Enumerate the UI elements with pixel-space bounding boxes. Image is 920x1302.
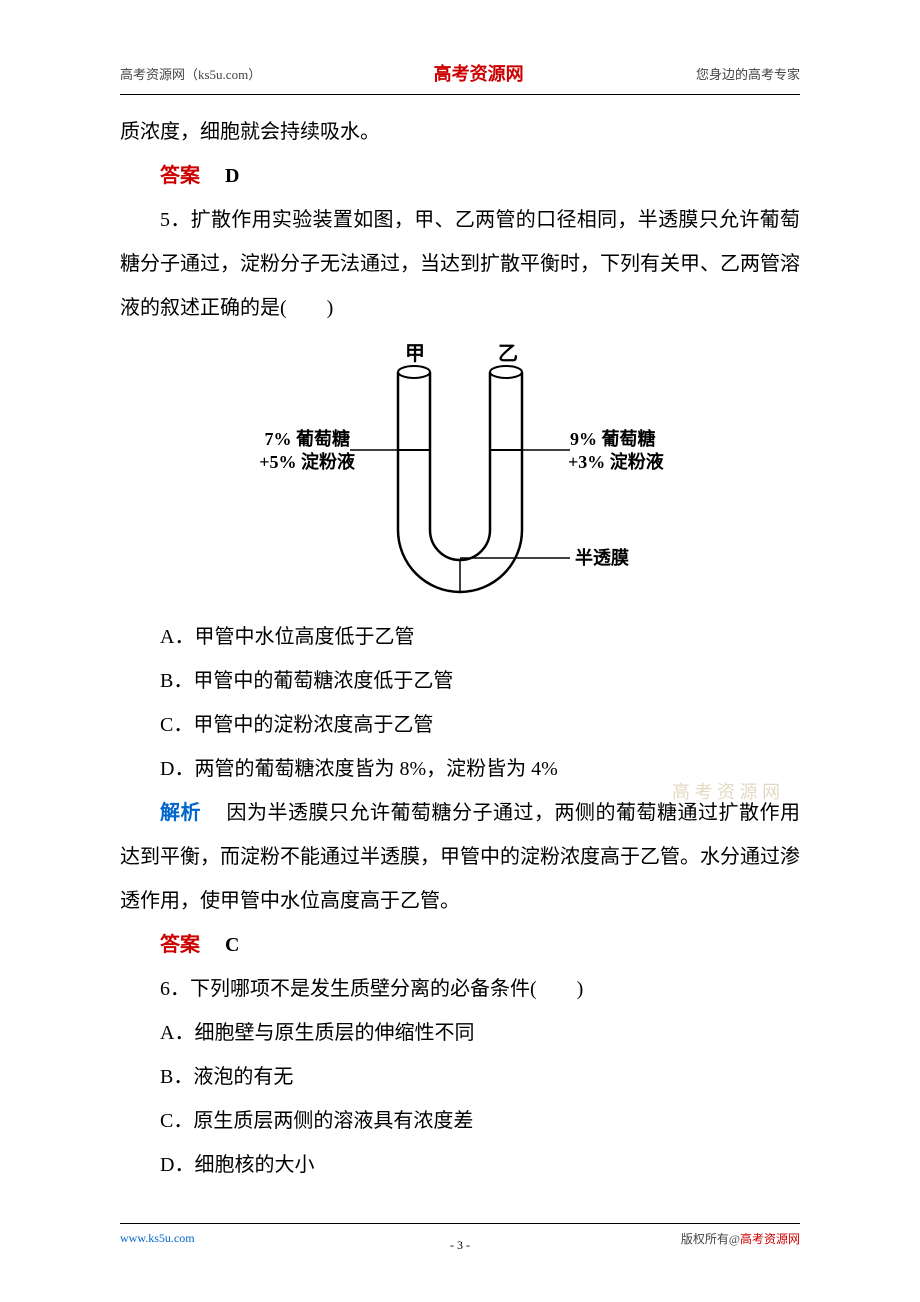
- answer-4: 答案 D: [120, 154, 800, 198]
- answer-5: 答案 C: [120, 923, 800, 967]
- footer-prefix: 版权所有@: [681, 1232, 740, 1246]
- page-header: 高考资源网（ks5u.com） 高考资源网 您身边的高考专家: [120, 60, 800, 95]
- answer-label: 答案: [160, 165, 200, 187]
- question-5-text: 5．扩散作用实验装置如图，甲、乙两管的口径相同，半透膜只允许葡萄糖分子通过，淀粉…: [120, 198, 800, 330]
- header-source: 高考资源网（ks5u.com）: [120, 64, 261, 83]
- question-6-text: 6．下列哪项不是发生质壁分离的必备条件( ): [120, 967, 800, 1011]
- analysis-text: 因为半透膜只允许葡萄糖分子通过，两侧的葡萄糖通过扩散作用达到平衡，而淀粉不能通过…: [120, 802, 800, 912]
- header-title: 高考资源网: [434, 60, 524, 86]
- membrane-label: 半透膜: [575, 547, 629, 568]
- label-jia: 甲: [405, 343, 425, 365]
- label-yi: 乙: [498, 343, 518, 365]
- q5-option-a: A．甲管中水位高度低于乙管: [160, 615, 800, 659]
- analysis-label: 解析: [160, 802, 201, 824]
- footer-url: www.ks5u.com: [120, 1231, 195, 1246]
- footer-copyright: 版权所有@高考资源网: [681, 1230, 800, 1247]
- q6-option-a: A．细胞壁与原生质层的伸缩性不同: [160, 1011, 800, 1055]
- document-content: 质浓度，细胞就会持续吸水。 答案 D 5．扩散作用实验装置如图，甲、乙两管的口径…: [120, 110, 800, 1187]
- right-label-2: +3% 淀粉液: [568, 451, 665, 472]
- left-label-2: +5% 淀粉液: [259, 451, 356, 472]
- q5-option-b: B．甲管中的葡萄糖浓度低于乙管: [160, 659, 800, 703]
- q6-option-b: B．液泡的有无: [160, 1055, 800, 1099]
- q5-option-c: C．甲管中的淀粉浓度高于乙管: [160, 703, 800, 747]
- left-label-1: 7% 葡萄糖: [265, 428, 351, 449]
- footer-brand: 高考资源网: [740, 1232, 800, 1246]
- q5-analysis: 解析 因为半透膜只允许葡萄糖分子通过，两侧的葡萄糖通过扩散作用达到平衡，而淀粉不…: [120, 791, 800, 923]
- page-number: - 3 -: [450, 1238, 470, 1253]
- q5-option-d: D．两管的葡萄糖浓度皆为 8%，淀粉皆为 4%: [160, 747, 800, 791]
- u-tube-diagram: 甲 乙 7% 葡萄糖 +5% 淀粉液 9% 葡萄: [120, 340, 800, 600]
- answer-label: 答案: [160, 934, 200, 956]
- q6-option-d: D．细胞核的大小: [160, 1143, 800, 1187]
- header-tagline: 您身边的高考专家: [696, 64, 800, 83]
- answer-value: D: [225, 165, 239, 187]
- answer-value: C: [225, 934, 239, 956]
- q6-option-c: C．原生质层两侧的溶液具有浓度差: [160, 1099, 800, 1143]
- page-footer: www.ks5u.com - 3 - 版权所有@高考资源网: [120, 1223, 800, 1247]
- right-label-1: 9% 葡萄糖: [570, 428, 656, 449]
- continuation-text: 质浓度，细胞就会持续吸水。: [120, 110, 800, 154]
